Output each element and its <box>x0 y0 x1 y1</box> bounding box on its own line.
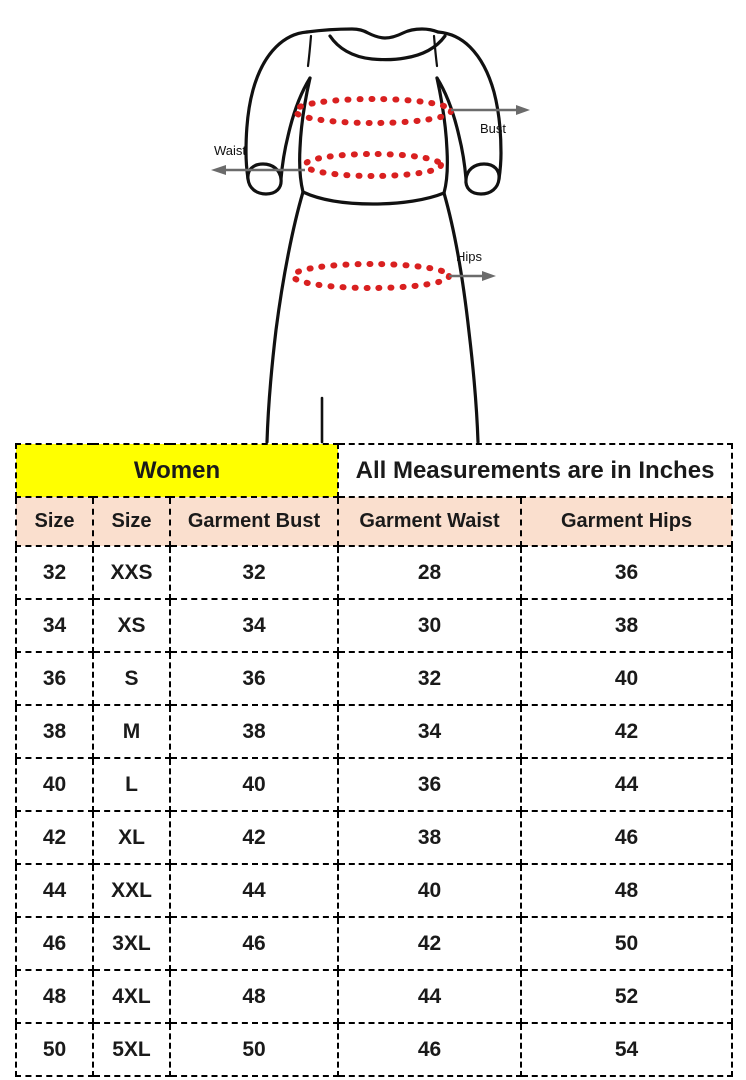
table-row: 46 3XL 46 42 50 <box>15 916 734 971</box>
cell-size-numeric: 42 <box>15 810 94 865</box>
cell-garment-bust: 40 <box>168 757 340 812</box>
cell-size-alpha: XXS <box>92 545 171 600</box>
table-title-row: Women All Measurements are in Inches <box>14 443 734 498</box>
cell-garment-waist: 32 <box>337 651 523 706</box>
bust-measure-ellipse <box>292 96 454 126</box>
cell-size-numeric: 38 <box>15 704 94 759</box>
dress-measurement-illustration: Bust Waist Hips <box>211 27 530 444</box>
cell-size-numeric: 46 <box>15 916 94 971</box>
cell-garment-bust: 34 <box>168 598 340 653</box>
bust-label: Bust <box>480 121 506 136</box>
units-note-cell: All Measurements are in Inches <box>337 443 734 498</box>
cell-garment-hips: 52 <box>520 969 734 1024</box>
cell-garment-waist: 40 <box>337 863 523 918</box>
cell-garment-hips: 40 <box>520 651 734 706</box>
cell-garment-hips: 50 <box>520 916 734 971</box>
table-row: 38 M 38 34 42 <box>15 704 734 759</box>
cell-garment-hips: 46 <box>520 810 734 865</box>
column-header-size-alpha: Size <box>92 496 171 547</box>
cell-garment-waist: 38 <box>337 810 523 865</box>
cell-size-alpha: 4XL <box>92 969 171 1024</box>
cell-garment-waist: 30 <box>337 598 523 653</box>
column-header-size-numeric: Size <box>15 496 94 547</box>
hips-measure-ellipse <box>290 261 452 291</box>
column-header-garment-bust: Garment Bust <box>168 496 340 547</box>
cell-garment-hips: 44 <box>520 757 734 812</box>
waist-arrow <box>211 165 305 175</box>
cell-size-numeric: 44 <box>15 863 94 918</box>
bust-arrow <box>451 105 530 115</box>
cell-size-numeric: 50 <box>15 1022 94 1077</box>
cell-garment-bust: 36 <box>168 651 340 706</box>
women-title-cell: Women <box>14 443 340 498</box>
cell-garment-waist: 42 <box>337 916 523 971</box>
waist-label: Waist <box>214 143 246 158</box>
cell-garment-waist: 28 <box>337 545 523 600</box>
cell-size-numeric: 32 <box>15 545 94 600</box>
cell-garment-hips: 54 <box>520 1022 734 1077</box>
cell-garment-bust: 50 <box>168 1022 340 1077</box>
size-chart-table-container: Women All Measurements are in Inches Siz… <box>14 443 734 1077</box>
table-row: 34 XS 34 30 38 <box>15 598 734 653</box>
table-row: 36 S 36 32 40 <box>15 651 734 706</box>
cell-size-alpha: XL <box>92 810 171 865</box>
cell-garment-hips: 42 <box>520 704 734 759</box>
column-header-garment-waist: Garment Waist <box>337 496 523 547</box>
cell-garment-bust: 38 <box>168 704 340 759</box>
hips-arrow <box>449 271 496 281</box>
cell-garment-bust: 32 <box>168 545 340 600</box>
cell-garment-waist: 46 <box>337 1022 523 1077</box>
cell-size-numeric: 48 <box>15 969 94 1024</box>
cell-size-numeric: 40 <box>15 757 94 812</box>
cell-garment-waist: 36 <box>337 757 523 812</box>
table-row: 40 L 40 36 44 <box>15 757 734 812</box>
cell-garment-bust: 46 <box>168 916 340 971</box>
hips-label: Hips <box>456 249 483 264</box>
cell-garment-bust: 42 <box>168 810 340 865</box>
cell-size-alpha: 3XL <box>92 916 171 971</box>
waist-measure-ellipse <box>302 151 444 179</box>
cell-garment-hips: 36 <box>520 545 734 600</box>
table-row: 44 XXL 44 40 48 <box>15 863 734 918</box>
cell-garment-bust: 44 <box>168 863 340 918</box>
size-chart-body: Women All Measurements are in Inches Siz… <box>14 443 734 1077</box>
cell-size-alpha: L <box>92 757 171 812</box>
cell-garment-hips: 38 <box>520 598 734 653</box>
cell-size-alpha: XXL <box>92 863 171 918</box>
table-row: 32 XXS 32 28 36 <box>15 545 734 600</box>
cell-garment-waist: 44 <box>337 969 523 1024</box>
cell-size-alpha: S <box>92 651 171 706</box>
cell-garment-hips: 48 <box>520 863 734 918</box>
cell-size-alpha: 5XL <box>92 1022 171 1077</box>
size-chart-table: Women All Measurements are in Inches Siz… <box>14 443 734 1077</box>
table-row: 50 5XL 50 46 54 <box>15 1022 734 1077</box>
cell-garment-waist: 34 <box>337 704 523 759</box>
cell-size-numeric: 36 <box>15 651 94 706</box>
cell-size-alpha: M <box>92 704 171 759</box>
column-header-garment-hips: Garment Hips <box>520 496 734 547</box>
cell-size-numeric: 34 <box>15 598 94 653</box>
cell-size-alpha: XS <box>92 598 171 653</box>
table-header-row: Size Size Garment Bust Garment Waist Gar… <box>15 496 734 547</box>
cell-garment-bust: 48 <box>168 969 340 1024</box>
table-row: 42 XL 42 38 46 <box>15 810 734 865</box>
table-row: 48 4XL 48 44 52 <box>15 969 734 1024</box>
